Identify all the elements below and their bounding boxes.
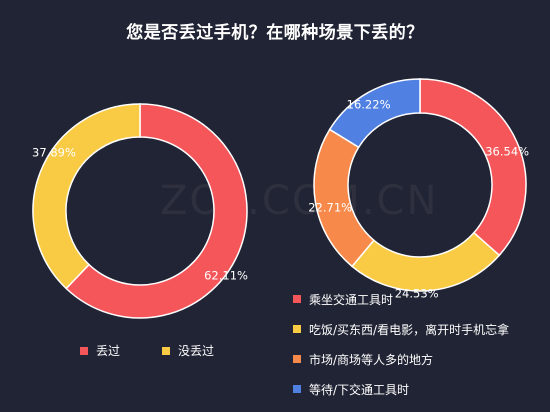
legend-label: 等待/下交通工具时 [309,382,410,397]
legend-label: 丢过 [96,344,121,358]
legend-item-forgot[interactable]: 吃饭/买东西/看电影，离开时手机忘拿 [293,314,509,344]
donut-slice[interactable] [419,78,527,257]
legend-label: 市场/商场等人多的地方 [309,352,434,367]
donut-chart-lost-phone: 62.11% 37.89% [32,103,248,319]
legend-swatch-yellow [162,346,171,355]
donut-slice[interactable] [32,103,141,290]
legend-swatch-orange [293,355,301,363]
donut-slice[interactable] [351,231,501,292]
legend-item-waiting[interactable]: 等待/下交通工具时 [293,374,509,404]
legend-item-lost[interactable]: 丢过 [80,342,120,359]
donut-slice[interactable] [65,103,248,319]
legend-item-crowd[interactable]: 市场/商场等人多的地方 [293,344,509,374]
slice-value-label: 37.89% [32,145,76,159]
slice-value-label: 62.11% [204,269,248,283]
legend-swatch-red [293,295,301,303]
legend-label: 乘坐交通工具时 [309,292,394,307]
legend-item-transport[interactable]: 乘坐交通工具时 [293,284,509,314]
legend-swatch-yellow [293,325,301,333]
donut-slice[interactable] [313,128,375,268]
slice-value-label: 22.71% [308,200,352,214]
slice-value-label: 36.54% [485,144,529,158]
slice-value-label: 24.53% [395,287,439,301]
legend-label: 吃饭/买东西/看电影，离开时手机忘拿 [309,322,510,337]
legend-swatch-red [80,346,88,355]
legend-left: 丢过 没丢过 [80,342,214,359]
chart-title: 您是否丢过手机？在哪种场景下丢的？ [126,23,424,43]
legend-right: 乘坐交通工具时 吃饭/买东西/看电影，离开时手机忘拿 市场/商场等人多的地方 等… [293,284,509,404]
slice-value-label: 16.22% [347,97,391,111]
donut-chart-loss-scenario: 36.54% 24.53% 22.71% 16.22% [308,78,529,301]
legend-item-not-lost[interactable]: 没丢过 [162,342,214,359]
legend-label: 没丢过 [178,344,215,358]
legend-swatch-blue [293,385,301,393]
donut-slice[interactable] [328,78,421,149]
